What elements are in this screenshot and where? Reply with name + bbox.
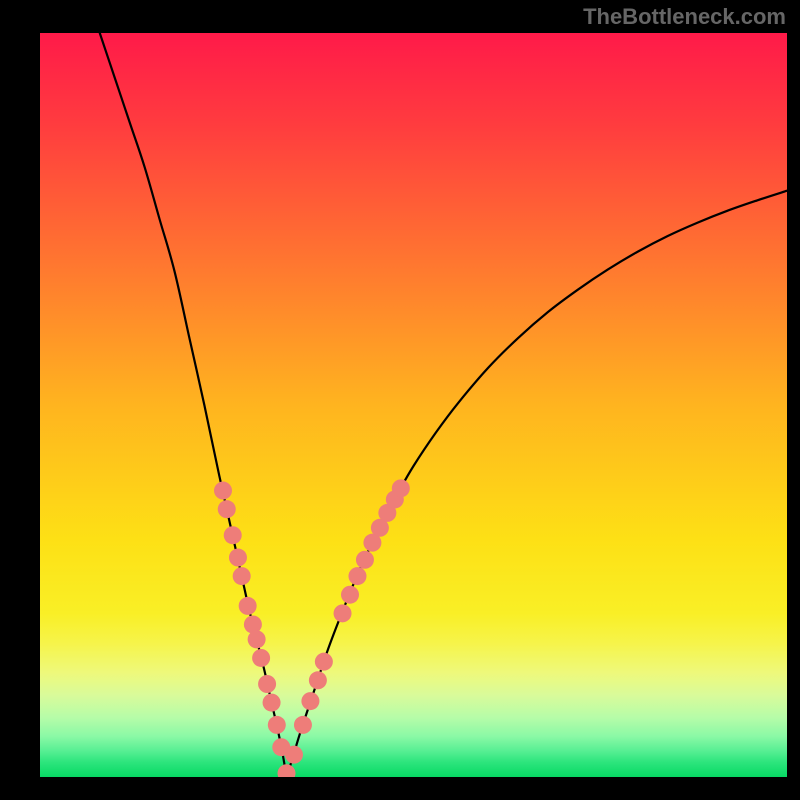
marker-dot xyxy=(252,649,270,667)
marker-dot xyxy=(224,526,242,544)
marker-dot xyxy=(229,549,247,567)
marker-dot xyxy=(218,500,236,518)
marker-dot xyxy=(309,671,327,689)
plot-background xyxy=(40,33,787,777)
chart-svg xyxy=(0,0,800,800)
marker-dot xyxy=(356,551,374,569)
marker-dot xyxy=(392,479,410,497)
marker-dot xyxy=(301,692,319,710)
marker-dot xyxy=(315,653,333,671)
marker-dot xyxy=(341,586,359,604)
marker-dot xyxy=(285,746,303,764)
marker-dot xyxy=(294,716,312,734)
marker-dot xyxy=(248,630,266,648)
marker-dot xyxy=(239,597,257,615)
marker-dot xyxy=(233,567,251,585)
marker-dot xyxy=(268,716,286,734)
chart-frame: TheBottleneck.com xyxy=(0,0,800,800)
marker-dot xyxy=(348,567,366,585)
marker-dot xyxy=(334,604,352,622)
marker-dot xyxy=(263,694,281,712)
marker-dot xyxy=(214,482,232,500)
marker-dot xyxy=(258,675,276,693)
